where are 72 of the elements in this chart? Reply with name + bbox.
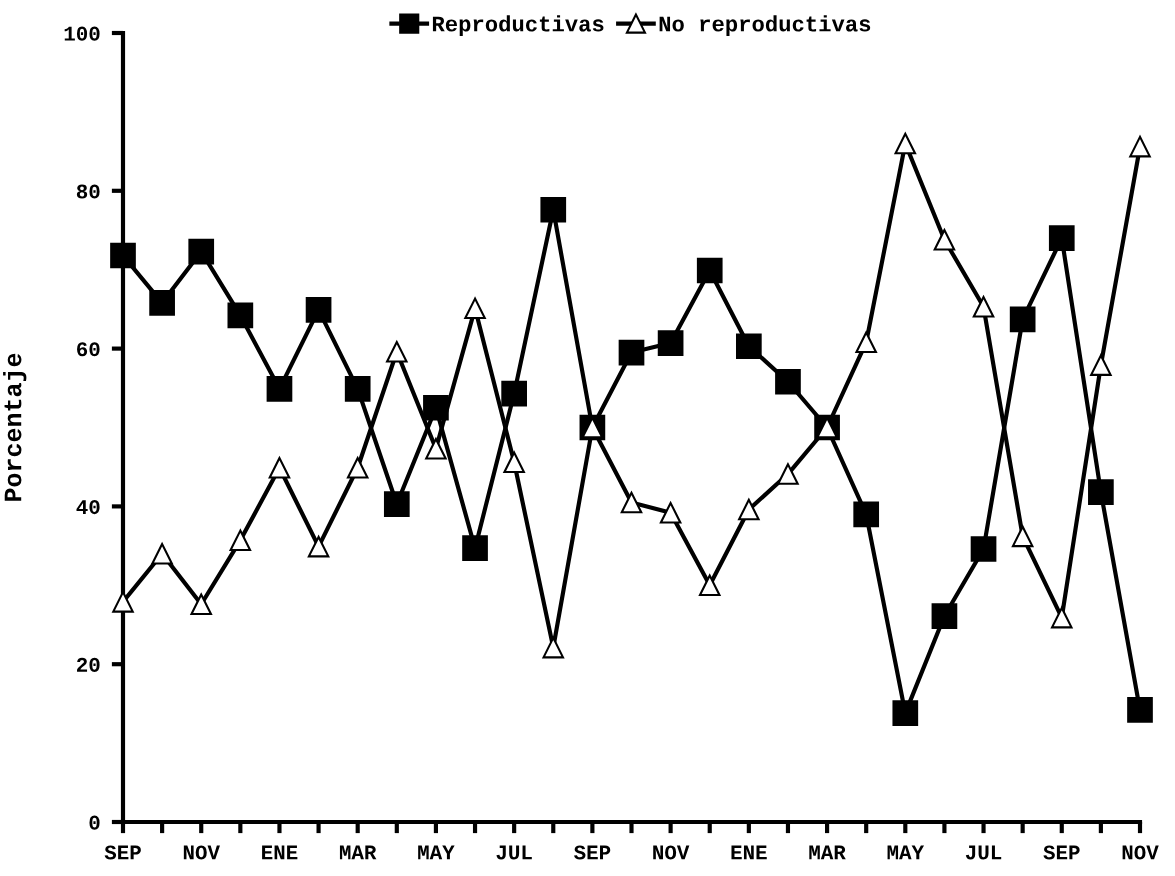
x-tick-label: MAR [339, 845, 377, 860]
x-tick-label: MAY [418, 845, 455, 860]
x-tick-label: NOV [1122, 845, 1159, 860]
point [618, 339, 645, 366]
point [305, 297, 332, 323]
point [933, 228, 956, 251]
legend-label: No reproductivas [659, 15, 871, 36]
y-axis-title: Porcentaje [3, 353, 27, 501]
point [853, 501, 880, 528]
point [542, 636, 565, 659]
point [931, 603, 958, 629]
point [620, 491, 643, 514]
point [736, 333, 762, 360]
point [738, 498, 760, 521]
point [112, 591, 134, 613]
point [307, 535, 330, 558]
x-tick-label: NOV [653, 845, 690, 860]
point [188, 238, 215, 265]
y-tick-label: 60 [77, 342, 100, 357]
y-tick-label: 100 [64, 26, 100, 41]
point [1127, 697, 1153, 723]
point [229, 529, 252, 552]
point [696, 257, 723, 284]
x-tick-label: SEP [1043, 845, 1080, 860]
point [1011, 525, 1034, 548]
point [657, 330, 684, 356]
y-tick-label: 0 [89, 815, 100, 830]
point [501, 380, 527, 407]
point [462, 535, 488, 562]
y-tick-label: 80 [76, 184, 100, 199]
y-tick-label: 20 [77, 657, 100, 672]
point [1129, 135, 1151, 158]
point [110, 242, 136, 269]
point [344, 375, 371, 402]
point [425, 438, 447, 460]
point [1088, 479, 1114, 506]
x-tick-label: MAR [809, 845, 846, 860]
point [698, 574, 721, 597]
x-tick-label: ENE [731, 845, 767, 860]
point [227, 302, 254, 329]
point [1048, 225, 1075, 251]
y-tick-label: 40 [76, 500, 100, 515]
point [1051, 606, 1073, 629]
point [540, 196, 567, 223]
point [659, 501, 682, 524]
point [386, 340, 408, 363]
point [972, 296, 995, 318]
x-tick-label: ENE [262, 845, 298, 860]
x-tick-label: SEP [104, 845, 141, 860]
point [1009, 306, 1036, 333]
x-tick-label: SEP [574, 845, 611, 860]
point [777, 463, 799, 485]
point [892, 700, 919, 726]
point [503, 451, 525, 473]
point [346, 456, 369, 479]
point [383, 491, 410, 517]
point [268, 456, 291, 479]
legend-label: Reproductivas [432, 15, 604, 36]
point [970, 536, 997, 562]
point [151, 542, 173, 565]
point [149, 289, 175, 316]
x-tick-label: JUL [965, 845, 1002, 860]
point [894, 132, 917, 155]
point [266, 375, 293, 402]
x-tick-label: MAY [887, 845, 925, 860]
point [190, 593, 212, 615]
point [775, 368, 801, 395]
x-tick-label: JUL [496, 845, 532, 860]
x-tick-label: NOV [183, 845, 220, 860]
point [1090, 354, 1112, 376]
point [855, 331, 877, 354]
point [464, 297, 486, 320]
